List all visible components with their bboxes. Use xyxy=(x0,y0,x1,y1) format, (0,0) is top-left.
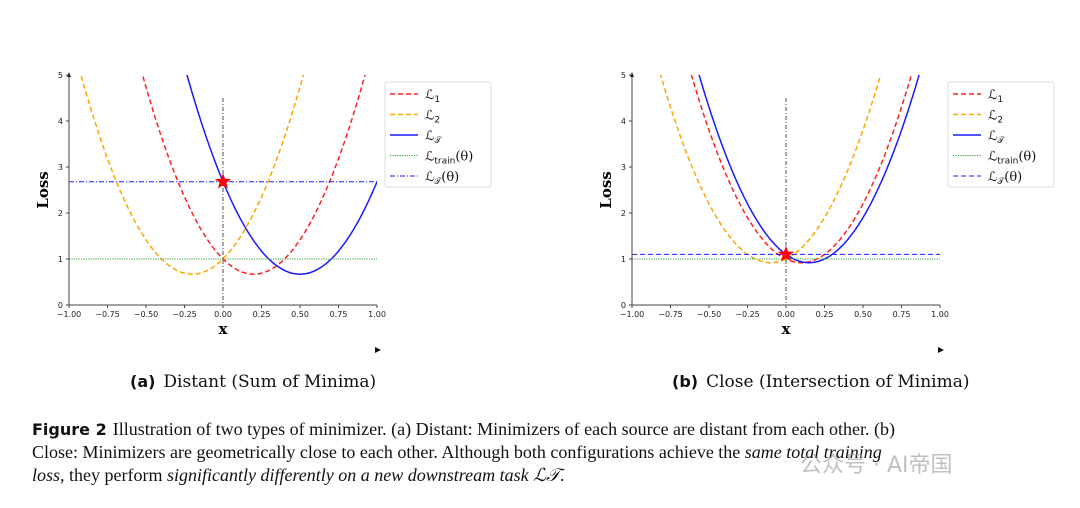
caption-line-1: Illustration of two types of minimizer. … xyxy=(112,419,895,439)
y-tick-label: 5 xyxy=(621,71,626,80)
legend-box xyxy=(947,81,1055,188)
x-tick-label: −0.50 xyxy=(697,310,722,319)
subcaption-b-text: Close (Intersection of Minima) xyxy=(706,372,970,392)
x-tick-label: 0.00 xyxy=(214,310,232,319)
y-tick-label: 0 xyxy=(58,301,63,310)
legend-label: ℒ𝒯(θ) xyxy=(425,170,459,187)
figure-label: Figure 2 xyxy=(32,420,107,439)
caption-line-2: Close: Minimizers are geometrically clos… xyxy=(32,442,745,462)
subcaption-a-label: (a) xyxy=(130,372,156,391)
x-tick-label: −1.00 xyxy=(620,310,645,319)
y-tick-label: 3 xyxy=(621,163,626,172)
chart-close: −1.00 −0.75 −0.50 −0.25 0.00 0.25 0.50 0.75 1.00… xyxy=(597,71,1055,353)
y-axis-label: Loss xyxy=(34,171,52,208)
arrow-marker xyxy=(375,347,381,353)
y-tick-label: 0 xyxy=(621,301,626,310)
y-tick-label: 2 xyxy=(58,209,63,218)
x-tick-label: 0.75 xyxy=(330,310,348,319)
legend-label: ℒ2 xyxy=(425,109,440,126)
y-tick-label: 2 xyxy=(621,209,626,218)
legend-label: ℒ𝒯 xyxy=(988,129,1005,146)
x-tick-label: −0.25 xyxy=(172,310,197,319)
x-tick-label: 0.25 xyxy=(816,310,834,319)
watermark: 公众号 · AI帝国 xyxy=(800,453,953,478)
legend-label: ℒ1 xyxy=(988,88,1003,105)
series-line-1 xyxy=(80,75,305,275)
arrow-marker xyxy=(938,347,944,353)
star-marker xyxy=(777,245,795,262)
legend-label: ℒtrain(θ) xyxy=(425,150,473,167)
x-tick-label: −0.50 xyxy=(134,310,159,319)
figure-caption: Figure 2 Illustration of two types of min… xyxy=(32,418,1062,487)
x-tick-label: 0.25 xyxy=(253,310,271,319)
x-tick-label: −0.75 xyxy=(658,310,683,319)
y-tick-label: 3 xyxy=(58,163,63,172)
series-line-1 xyxy=(659,75,882,264)
caption-emphasis-2: loss xyxy=(32,465,61,485)
subcaption-b-label: (b) xyxy=(672,372,699,391)
legend-label: ℒ𝒯 xyxy=(425,129,442,146)
legend-label: ℒ𝒯(θ) xyxy=(988,170,1022,187)
chart-distant: −1.00 −0.75 −0.50 −0.25 0.00 0.25 0.50 0.75 1.00… xyxy=(34,71,492,353)
x-tick-label: 0.50 xyxy=(291,310,309,319)
x-tick-label: 0.75 xyxy=(893,310,911,319)
legend-label: ℒ1 xyxy=(425,88,440,105)
caption-emphasis-3: significantly differently on a new downs… xyxy=(166,465,560,485)
subcaption-a: (a) Distant (Sum of Minima) xyxy=(130,372,376,392)
legend-label: ℒtrain(θ) xyxy=(988,150,1036,167)
subcaption-a-text: Distant (Sum of Minima) xyxy=(163,372,377,392)
y-tick-label: 4 xyxy=(621,117,626,126)
x-tick-label: 0.50 xyxy=(854,310,872,319)
x-axis-label: x xyxy=(782,320,792,338)
x-tick-label: 1.00 xyxy=(931,310,949,319)
legend-box xyxy=(384,81,492,188)
x-tick-label: −0.25 xyxy=(735,310,760,319)
y-axis-label: Loss xyxy=(597,171,615,208)
y-tick-label: 4 xyxy=(58,117,63,126)
y-tick-label: 1 xyxy=(58,255,63,264)
x-tick-label: −0.75 xyxy=(95,310,120,319)
caption-emphasis-1: same total training xyxy=(744,442,882,462)
x-axis-label: x xyxy=(219,320,229,338)
x-tick-label: 0.00 xyxy=(777,310,795,319)
caption-line-3: , they perform xyxy=(60,465,167,485)
y-tick-label: 5 xyxy=(58,71,63,80)
x-tick-label: −1.00 xyxy=(57,310,82,319)
subcaption-b: (b) Close (Intersection of Minima) xyxy=(672,372,969,392)
legend-label: ℒ2 xyxy=(988,109,1003,126)
star-marker xyxy=(214,173,232,189)
y-tick-label: 1 xyxy=(621,255,626,264)
x-tick-label: 1.00 xyxy=(368,310,386,319)
caption-line-3-end: . xyxy=(559,465,565,485)
